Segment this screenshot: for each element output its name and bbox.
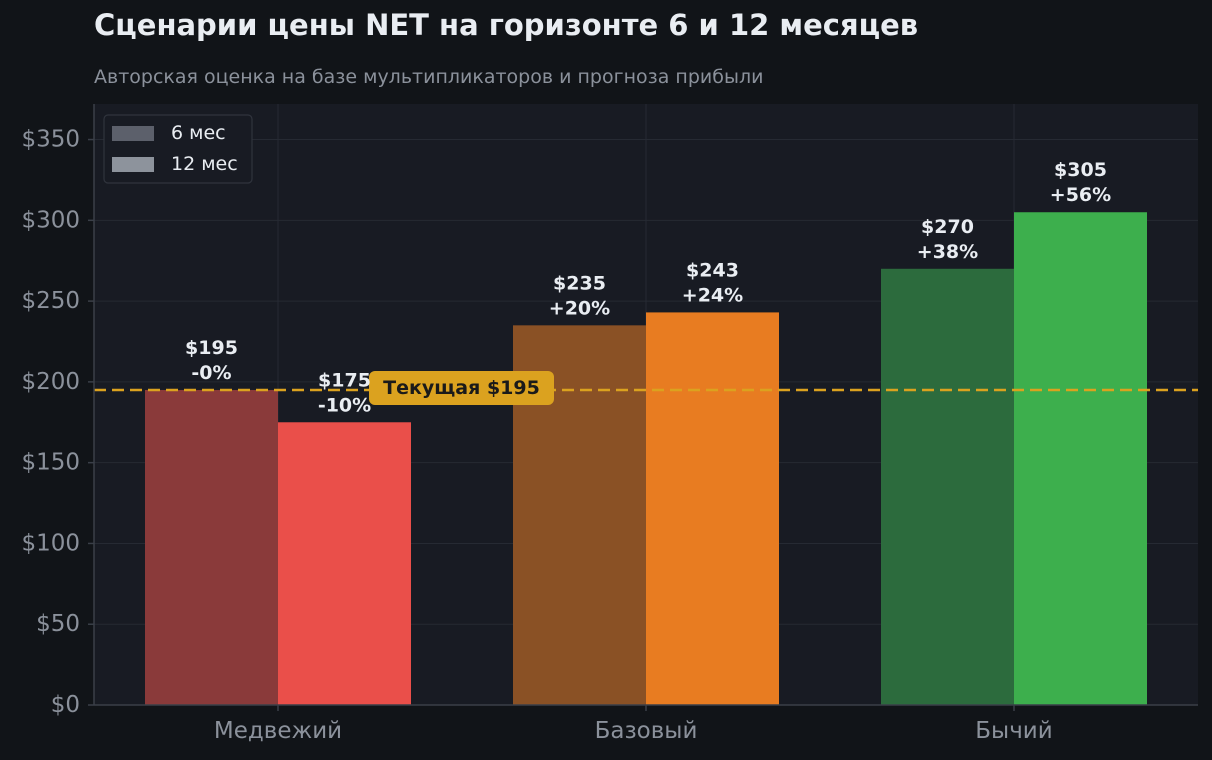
bar-data-label: $235 (553, 272, 606, 294)
y-tick-label: $350 (21, 127, 80, 153)
legend-swatch (112, 126, 154, 141)
legend-swatch (112, 157, 154, 172)
y-tick-label: $100 (21, 530, 80, 556)
y-tick-label: $0 (51, 692, 80, 718)
reference-badge (369, 370, 554, 405)
axis-layer: $0 $50 $100 $150 $200 $250 $300 $350 Медвежий Баз… (21, 104, 1198, 744)
bar-data-label: -10% (318, 394, 371, 416)
bar (881, 268, 1014, 705)
bar-data-label: $195 (185, 337, 238, 359)
bar-data-label: +24% (682, 284, 743, 306)
chart-title: Сценарии цены NET на горизонте 6 и 12 ме… (94, 8, 919, 42)
bar (145, 389, 278, 705)
y-tick-label: $150 (21, 450, 80, 476)
bar-data-label: $270 (921, 216, 974, 238)
y-tick-label: $250 (21, 288, 80, 314)
x-tick-label: Базовый (595, 718, 698, 744)
legend-label: 12 мес (171, 153, 238, 175)
legend-label: 6 мес (171, 122, 226, 144)
data-label-layer: $195 -0% $175 -10% $235 +20% $243 +24% $270 +38% $… (185, 159, 1111, 416)
chart-subtitle: Авторская оценка на базе мультипликаторо… (94, 66, 764, 88)
y-tick-label: $200 (21, 369, 80, 395)
bar-data-label: +56% (1050, 184, 1111, 206)
bar-data-label: +20% (549, 297, 610, 319)
bar-data-label: $175 (318, 369, 371, 391)
bar-data-label: -0% (191, 362, 231, 384)
y-tick-label: $50 (36, 611, 80, 637)
x-tick-label: Медвежий (214, 718, 342, 744)
bar-data-label: +38% (917, 241, 978, 263)
legend: 6 мес 12 мес (103, 114, 253, 184)
bar-data-label: $243 (686, 259, 739, 281)
bar (1014, 212, 1147, 705)
reference-label: Текущая $195 (383, 377, 540, 399)
bar-data-label: $305 (1054, 159, 1107, 181)
bar-layer (145, 212, 1147, 705)
x-tick-label: Бычий (975, 718, 1052, 744)
bar (278, 422, 411, 705)
reference-layer: Текущая $195 (94, 370, 1198, 405)
bar (646, 312, 779, 705)
y-tick-label: $300 (21, 207, 80, 233)
